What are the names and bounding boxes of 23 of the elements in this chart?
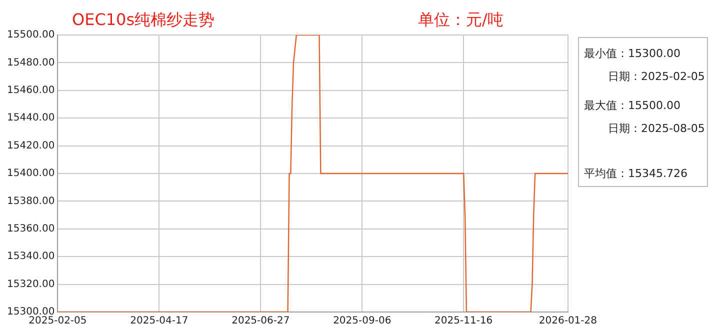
text: 日期：2025-08-05: [607, 121, 706, 137]
y-tick-label: 15320.00: [6, 278, 55, 290]
x-tick-label: 2026-01-28: [538, 316, 598, 327]
chart-subtitle: 单位：元/吨: [418, 10, 504, 31]
x-tick-label: 2025-02-05: [28, 316, 87, 327]
y-tick-label: 15340.00: [6, 251, 55, 262]
x-tick-label: 2025-09-06: [333, 316, 392, 327]
y-tick-label: 15460.00: [6, 84, 55, 96]
text: 最小值：15300.00: [584, 46, 682, 62]
y-tick-label: 15380.00: [6, 196, 55, 207]
y-tick-label: 15440.00: [6, 112, 55, 124]
x-tick-label: 2025-06-27: [232, 316, 290, 327]
chart-title: OEC10s纯棉纱走势: [72, 10, 215, 31]
y-tick-label: 15420.00: [6, 140, 55, 152]
y-tick-label: 15500.00: [6, 30, 55, 41]
y-tick-label: 15400.00: [6, 168, 55, 180]
text: 日期：2025-02-05: [607, 69, 706, 85]
x-tick-label: 2025-04-17: [130, 316, 188, 327]
text: 平均值：15345.726: [584, 166, 688, 182]
y-tick-label: 15480.00: [6, 57, 55, 68]
y-tick-label: 15360.00: [6, 223, 55, 234]
text: 最大值：15500.00: [584, 98, 682, 114]
x-tick-label: 2025-11-16: [434, 316, 493, 327]
